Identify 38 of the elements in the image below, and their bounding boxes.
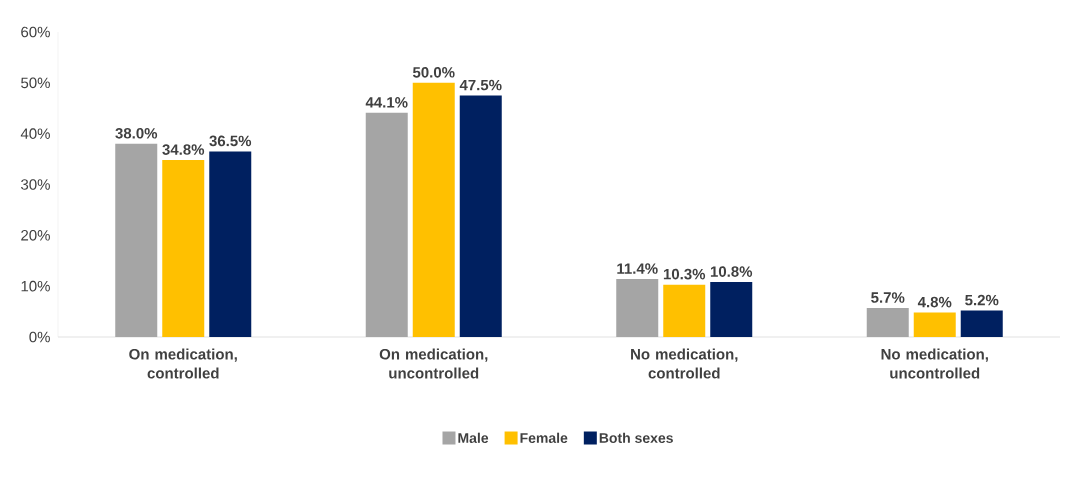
y-tick-label: 40% xyxy=(20,128,50,139)
data-label: 44.1% xyxy=(365,97,408,108)
legend-label: Female xyxy=(520,432,568,443)
y-tick-label: 50% xyxy=(21,77,50,89)
data-label: 47.5% xyxy=(459,79,502,91)
y-tick-label: 30% xyxy=(21,179,50,190)
bar xyxy=(162,160,205,337)
x-tick-label: On medication, uncontrolled xyxy=(379,348,488,379)
bar xyxy=(412,82,455,337)
x-tick-label: No medication, controlled xyxy=(631,348,738,379)
data-label: 38.0% xyxy=(115,127,158,139)
y-tick-label: 10% xyxy=(21,280,50,292)
data-label: 11.4% xyxy=(617,263,658,274)
data-label: 5.7% xyxy=(871,292,905,303)
bar xyxy=(459,95,502,337)
bar xyxy=(115,143,158,337)
bar xyxy=(209,151,252,337)
x-tick-label: On medication, controlled xyxy=(129,348,237,379)
x-tick-label: No medication, uncontrolled xyxy=(881,348,988,379)
y-tick-label: 0% xyxy=(29,331,50,343)
legend-label: Male xyxy=(458,432,489,443)
y-tick-label: 60% xyxy=(21,26,50,38)
bar xyxy=(960,310,1003,337)
data-label: 4.8% xyxy=(917,296,952,308)
bar xyxy=(710,282,753,337)
bar xyxy=(365,112,408,337)
data-label: 10.8% xyxy=(710,266,753,277)
bar xyxy=(866,308,909,337)
data-label: 10.3% xyxy=(663,268,706,280)
y-tick-label: 20% xyxy=(21,230,50,241)
bar xyxy=(663,284,706,337)
data-label: 34.8% xyxy=(162,144,205,155)
data-label: 5.2% xyxy=(965,294,999,306)
data-label: 50.0% xyxy=(412,67,455,78)
data-label: 36.5% xyxy=(209,135,252,147)
bar xyxy=(616,279,659,337)
legend-label: Both sexes xyxy=(599,432,673,443)
bar xyxy=(913,312,956,337)
